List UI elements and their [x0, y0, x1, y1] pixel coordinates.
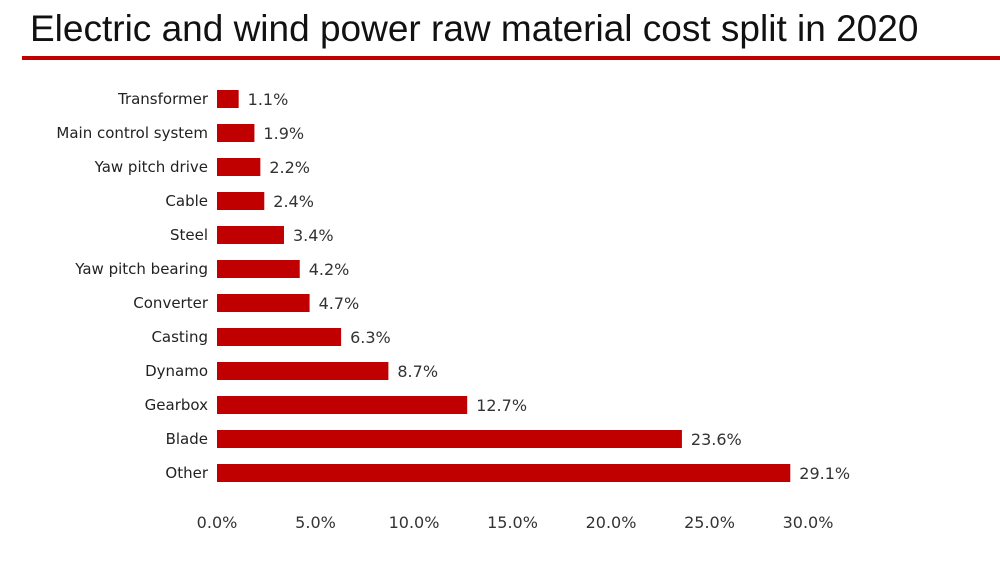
- data-label: 8.7%: [397, 362, 438, 381]
- category-label: Cable: [165, 192, 208, 210]
- x-tick-label: 30.0%: [783, 513, 834, 532]
- data-label: 29.1%: [799, 464, 850, 483]
- bar-main-control-system: [217, 124, 255, 142]
- bar-casting: [217, 328, 342, 346]
- x-tick-label: 20.0%: [586, 513, 637, 532]
- data-label: 4.2%: [309, 260, 350, 279]
- bar-blade: [217, 430, 682, 448]
- category-label: Steel: [170, 226, 208, 244]
- x-tick-label: 10.0%: [389, 513, 440, 532]
- bar-gearbox: [217, 396, 468, 414]
- category-label: Casting: [151, 328, 208, 346]
- bar-dynamo: [217, 362, 389, 380]
- category-label: Blade: [166, 430, 208, 448]
- category-label: Dynamo: [145, 362, 208, 380]
- category-label: Yaw pitch drive: [94, 158, 208, 176]
- title-underline: [22, 56, 1000, 60]
- bar-yaw-pitch-bearing: [217, 260, 300, 278]
- data-label: 4.7%: [319, 294, 360, 313]
- data-label: 2.4%: [273, 192, 314, 211]
- x-tick-label: 5.0%: [295, 513, 336, 532]
- category-label: Yaw pitch bearing: [74, 260, 208, 278]
- category-label: Gearbox: [145, 396, 208, 414]
- category-label: Main control system: [56, 124, 208, 142]
- data-label: 12.7%: [476, 396, 527, 415]
- data-label: 1.1%: [248, 90, 289, 109]
- data-label: 1.9%: [263, 124, 304, 143]
- x-tick-label: 15.0%: [487, 513, 538, 532]
- x-tick-label: 0.0%: [197, 513, 238, 532]
- category-label: Transformer: [117, 90, 209, 108]
- x-tick-label: 25.0%: [684, 513, 735, 532]
- page-title: Electric and wind power raw material cos…: [30, 8, 919, 49]
- bar-steel: [217, 226, 284, 244]
- data-label: 6.3%: [350, 328, 391, 347]
- bar-other: [217, 464, 791, 482]
- category-label: Other: [165, 464, 208, 482]
- bar-converter: [217, 294, 310, 312]
- bar-yaw-pitch-drive: [217, 158, 261, 176]
- bar-cable: [217, 192, 265, 210]
- category-label: Converter: [133, 294, 209, 312]
- bar-transformer: [217, 90, 239, 108]
- data-label: 23.6%: [691, 430, 742, 449]
- data-label: 3.4%: [293, 226, 334, 245]
- data-label: 2.2%: [269, 158, 310, 177]
